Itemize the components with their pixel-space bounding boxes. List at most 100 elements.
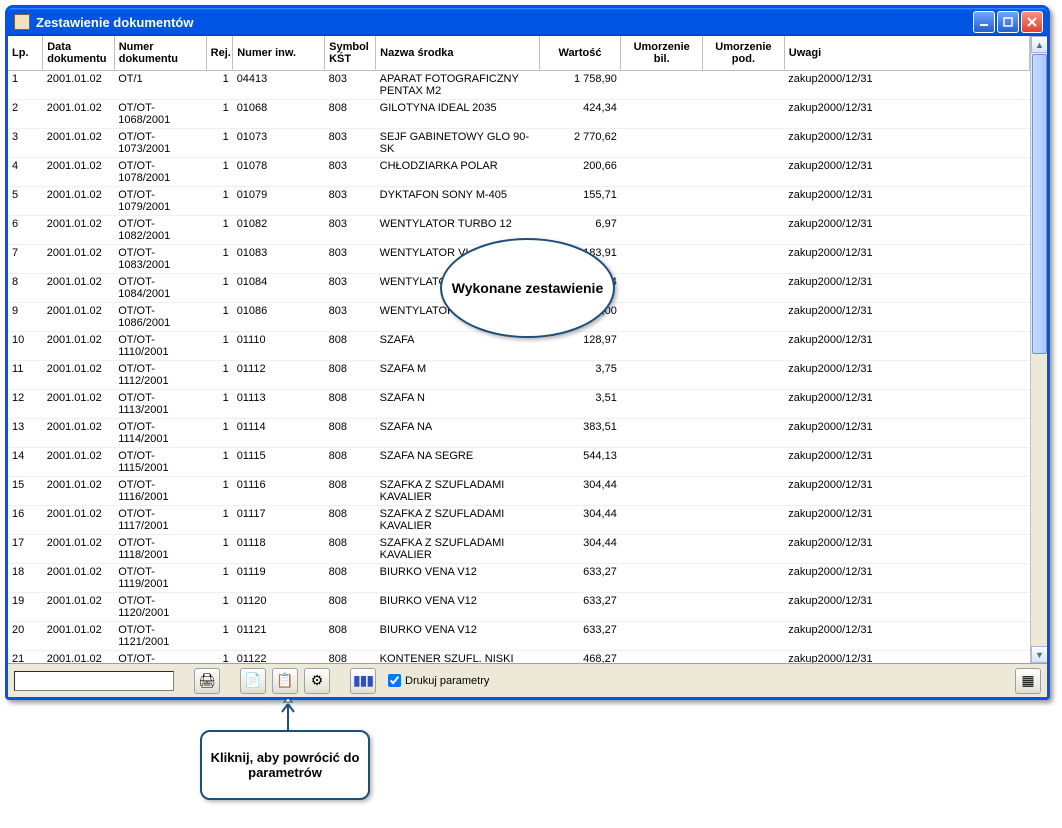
- window-buttons: [973, 11, 1043, 33]
- cell-umpod: [703, 592, 785, 621]
- barcode-icon: ▮▮▮: [353, 672, 373, 689]
- cell-numer: OT/OT-1112/2001: [114, 360, 206, 389]
- maximize-button[interactable]: [997, 11, 1019, 33]
- col-kst[interactable]: Symbol KŚT: [325, 36, 376, 70]
- print-params-checkbox-wrap[interactable]: Drukuj parametry: [388, 674, 489, 687]
- cell-umbil: [621, 476, 703, 505]
- table-row[interactable]: 162001.01.02OT/OT-1117/2001101117808SZAF…: [8, 505, 1030, 534]
- col-inw[interactable]: Numer inw.: [233, 36, 325, 70]
- cell-rej: 1: [206, 476, 233, 505]
- cell-numer: OT/OT-1079/2001: [114, 186, 206, 215]
- cell-data: 2001.01.02: [43, 447, 115, 476]
- cell-inw: 01078: [233, 157, 325, 186]
- cell-numer: OT/OT-1121/2001: [114, 621, 206, 650]
- cell-kst: 808: [325, 534, 376, 563]
- cell-inw: 01115: [233, 447, 325, 476]
- cell-kst: 803: [325, 157, 376, 186]
- col-nazwa[interactable]: Nazwa środka: [376, 36, 539, 70]
- cell-inw: 01113: [233, 389, 325, 418]
- cell-numer: OT/OT-1083/2001: [114, 244, 206, 273]
- col-rej[interactable]: Rej.: [206, 36, 233, 70]
- cell-lp: 6: [8, 215, 43, 244]
- cell-umbil: [621, 215, 703, 244]
- table-row[interactable]: 42001.01.02OT/OT-1078/2001101078803CHŁOD…: [8, 157, 1030, 186]
- cell-inw: 01121: [233, 621, 325, 650]
- cell-nazwa: GILOTYNA IDEAL 2035: [376, 99, 539, 128]
- table-row[interactable]: 182001.01.02OT/OT-1119/2001101119808BIUR…: [8, 563, 1030, 592]
- cell-uwagi: zakup2000/12/31: [784, 389, 1029, 418]
- cell-kst: 808: [325, 331, 376, 360]
- col-wart[interactable]: Wartość: [539, 36, 621, 70]
- cell-kst: 803: [325, 215, 376, 244]
- minimize-button[interactable]: [973, 11, 995, 33]
- scroll-thumb[interactable]: [1032, 54, 1047, 354]
- cell-umpod: [703, 331, 785, 360]
- params-button[interactable]: 📋: [272, 668, 298, 694]
- table-row[interactable]: 172001.01.02OT/OT-1118/2001101118808SZAF…: [8, 534, 1030, 563]
- col-data[interactable]: Data dokumentu: [43, 36, 115, 70]
- col-umpod[interactable]: Umorzenie pod.: [703, 36, 785, 70]
- table-row[interactable]: 132001.01.02OT/OT-1114/2001101114808SZAF…: [8, 418, 1030, 447]
- cell-numer: OT/OT-1118/2001: [114, 534, 206, 563]
- table-row[interactable]: 52001.01.02OT/OT-1079/2001101079803DYKTA…: [8, 186, 1030, 215]
- cell-rej: 1: [206, 621, 233, 650]
- minimize-icon: [979, 17, 989, 27]
- export-button[interactable]: 📄: [240, 668, 266, 694]
- cell-umpod: [703, 476, 785, 505]
- close-button[interactable]: [1021, 11, 1043, 33]
- cell-wart: 633,27: [539, 592, 621, 621]
- cell-lp: 21: [8, 650, 43, 663]
- scroll-up-button[interactable]: ▲: [1031, 36, 1047, 53]
- cell-nazwa: SZAFKA Z SZUFLADAMI KAVALIER: [376, 476, 539, 505]
- col-umbil[interactable]: Umorzenie bil.: [621, 36, 703, 70]
- table-row[interactable]: 212001.01.02OT/OT-1122/2001101122808KONT…: [8, 650, 1030, 663]
- bottom-toolbar: 🖨 📄 📋 ⚙ ▮▮▮ Drukuj parametry ▦: [8, 663, 1047, 697]
- cell-lp: 9: [8, 302, 43, 331]
- cell-kst: 808: [325, 563, 376, 592]
- col-lp[interactable]: Lp.: [8, 36, 43, 70]
- cell-kst: 808: [325, 650, 376, 663]
- layout-button[interactable]: ▦: [1015, 668, 1041, 694]
- table-row[interactable]: 112001.01.02OT/OT-1112/2001101112808SZAF…: [8, 360, 1030, 389]
- cell-rej: 1: [206, 215, 233, 244]
- cell-data: 2001.01.02: [43, 273, 115, 302]
- cell-nazwa: APARAT FOTOGRAFICZNY PENTAX M2: [376, 70, 539, 99]
- table-row[interactable]: 202001.01.02OT/OT-1121/2001101121808BIUR…: [8, 621, 1030, 650]
- print-params-checkbox[interactable]: [388, 674, 401, 687]
- search-input[interactable]: [14, 671, 174, 691]
- cell-umbil: [621, 157, 703, 186]
- table-row[interactable]: 122001.01.02OT/OT-1113/2001101113808SZAF…: [8, 389, 1030, 418]
- col-numer[interactable]: Numer dokumentu: [114, 36, 206, 70]
- cell-uwagi: zakup2000/12/31: [784, 650, 1029, 663]
- cell-wart: 200,66: [539, 157, 621, 186]
- cell-nazwa: SZAFA NA: [376, 418, 539, 447]
- table-row[interactable]: 32001.01.02OT/OT-1073/2001101073803SEJF …: [8, 128, 1030, 157]
- cell-umbil: [621, 70, 703, 99]
- callout-arrow: [278, 700, 298, 732]
- printer-icon: 🖨: [198, 672, 216, 689]
- table-row[interactable]: 22001.01.02OT/OT-1068/2001101068808GILOT…: [8, 99, 1030, 128]
- table-row[interactable]: 12001.01.02OT/1104413803APARAT FOTOGRAFI…: [8, 70, 1030, 99]
- cell-umbil: [621, 99, 703, 128]
- col-uwagi[interactable]: Uwagi: [784, 36, 1029, 70]
- vertical-scrollbar[interactable]: ▲ ▼: [1030, 36, 1047, 663]
- scroll-down-button[interactable]: ▼: [1031, 646, 1047, 663]
- cell-data: 2001.01.02: [43, 592, 115, 621]
- config-button[interactable]: ⚙: [304, 668, 330, 694]
- cell-umbil: [621, 244, 703, 273]
- table-row[interactable]: 192001.01.02OT/OT-1120/2001101120808BIUR…: [8, 592, 1030, 621]
- cell-wart: 155,71: [539, 186, 621, 215]
- table-row[interactable]: 142001.01.02OT/OT-1115/2001101115808SZAF…: [8, 447, 1030, 476]
- export-icon: 📄: [244, 672, 261, 689]
- cell-data: 2001.01.02: [43, 650, 115, 663]
- cell-lp: 12: [8, 389, 43, 418]
- cell-lp: 17: [8, 534, 43, 563]
- titlebar[interactable]: Zestawienie dokumentów: [8, 8, 1047, 36]
- cell-uwagi: zakup2000/12/31: [784, 244, 1029, 273]
- cell-inw: 01117: [233, 505, 325, 534]
- print-button[interactable]: 🖨: [194, 668, 220, 694]
- cell-rej: 1: [206, 273, 233, 302]
- barcode-button[interactable]: ▮▮▮: [350, 668, 376, 694]
- table-row[interactable]: 152001.01.02OT/OT-1116/2001101116808SZAF…: [8, 476, 1030, 505]
- cell-wart: 383,51: [539, 418, 621, 447]
